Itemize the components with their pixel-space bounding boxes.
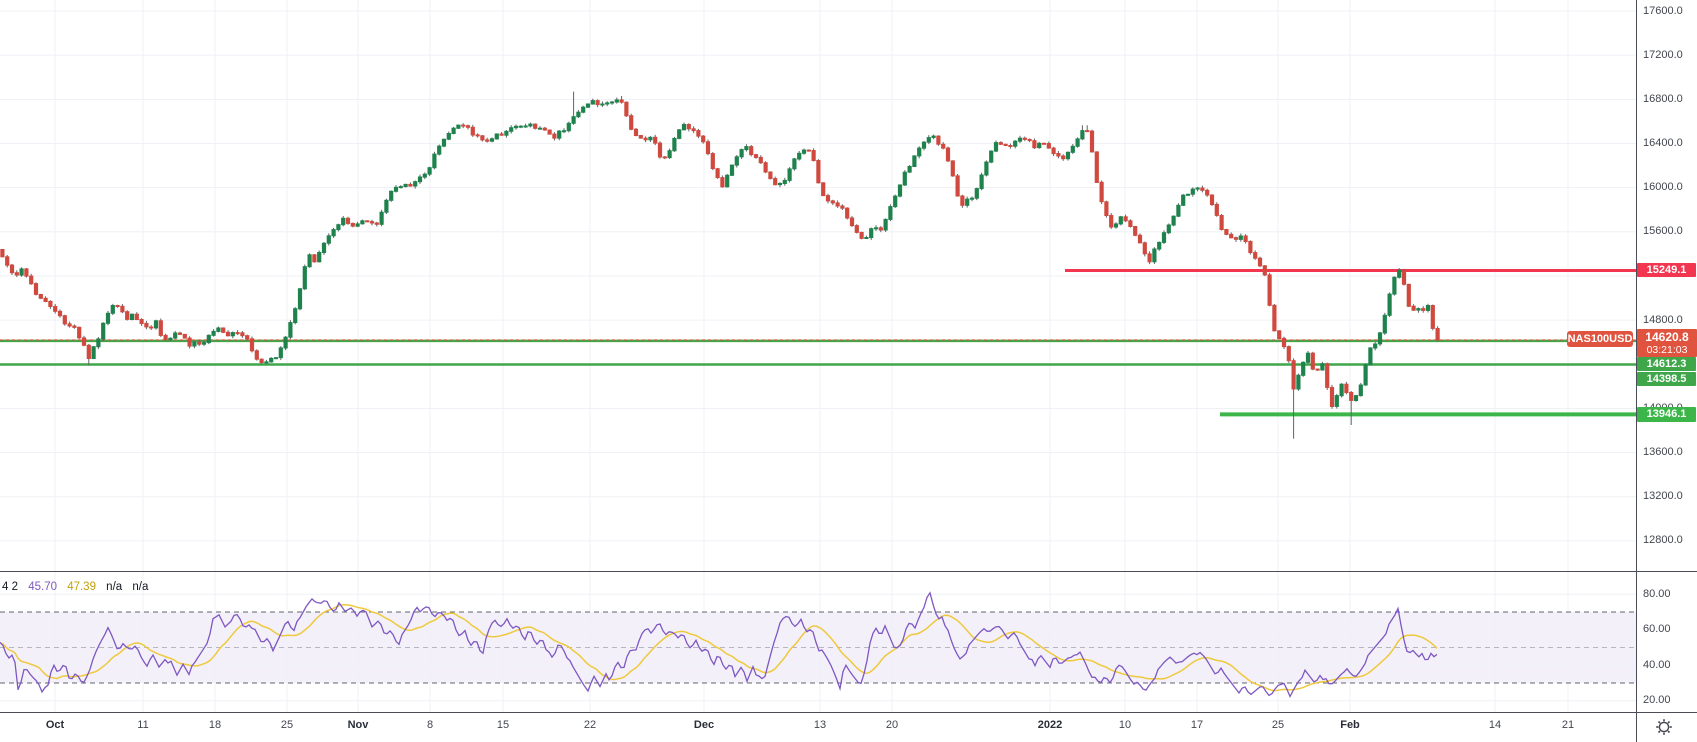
last-price-value: 14620.8: [1645, 330, 1689, 344]
time-tick-label: 11: [137, 719, 149, 731]
price-tick-label: 16800.0: [1643, 92, 1683, 105]
rsi-tick-label: 40.00: [1643, 658, 1671, 671]
rsi-indicator-legend: 4 2 45.70 47.39 n/a n/a: [2, 581, 155, 593]
time-tick-label: 21: [1561, 719, 1575, 731]
rsi-tick-label: 60.00: [1643, 623, 1671, 636]
time-tick-label: 18: [208, 719, 222, 731]
rsi-na-2: n/a: [132, 581, 149, 593]
time-tick-label: 22: [583, 719, 597, 731]
price-tick-label: 12800.0: [1643, 534, 1683, 547]
time-tick-label: 15: [496, 719, 510, 731]
price-tick-label: 16000.0: [1643, 181, 1683, 194]
time-tick-label: 8: [426, 719, 434, 731]
price-tick-label: 17200.0: [1643, 48, 1683, 61]
time-tick-label: 17: [1190, 719, 1204, 731]
chart-settings-icon[interactable]: [1653, 716, 1675, 738]
rsi-tick-label: 80.00: [1643, 587, 1671, 600]
time-tick-label: Oct: [45, 719, 65, 731]
time-tick-label: 25: [280, 719, 294, 731]
level-label-support-1[interactable]: 14612.3: [1637, 357, 1696, 371]
price-tick-label: 13600.0: [1643, 446, 1683, 459]
bar-countdown: 03:21:03: [1646, 344, 1688, 356]
rsi-na-1: n/a: [106, 581, 123, 593]
rsi-value: 45.70: [28, 581, 57, 593]
price-axis-separator: [1636, 0, 1637, 742]
rsi-legend-params: 4 2: [2, 581, 18, 593]
pane-separator[interactable]: [0, 571, 1697, 572]
time-tick-label: 10: [1118, 719, 1132, 731]
price-tick-label: 16400.0: [1643, 136, 1683, 149]
level-label-support-3[interactable]: 13946.1: [1637, 407, 1696, 422]
time-tick-label: 20: [885, 719, 899, 731]
level-label-support-2[interactable]: 14398.5: [1637, 372, 1696, 386]
symbol-price-tag[interactable]: NAS100USD: [1567, 331, 1633, 347]
time-axis-separator: [0, 712, 1697, 713]
time-tick-label: 25: [1271, 719, 1285, 731]
last-price-label: 14620.8 03:21:03: [1637, 329, 1697, 357]
price-tick-label: 14800.0: [1643, 313, 1683, 326]
price-tick-label: 17600.0: [1643, 4, 1683, 17]
rsi-ma-line: [0, 604, 1438, 692]
time-tick-label: Nov: [347, 719, 369, 731]
time-tick-label: 14: [1488, 719, 1502, 731]
rsi-plot: [0, 591, 1636, 699]
level-label-resistance[interactable]: 15249.1: [1637, 263, 1696, 277]
time-tick-label: 13: [813, 719, 827, 731]
candlesticks: [0, 91, 1440, 439]
time-tick-label: Feb: [1340, 719, 1360, 731]
time-tick-label: Dec: [693, 719, 715, 731]
time-tick-label: 2022: [1037, 719, 1063, 731]
price-tick-label: 15600.0: [1643, 225, 1683, 238]
rsi-tick-label: 20.00: [1643, 694, 1671, 707]
price-tick-label: 13200.0: [1643, 490, 1683, 503]
rsi-signal-value: 47.39: [67, 581, 96, 593]
rsi-line: [0, 591, 1438, 699]
